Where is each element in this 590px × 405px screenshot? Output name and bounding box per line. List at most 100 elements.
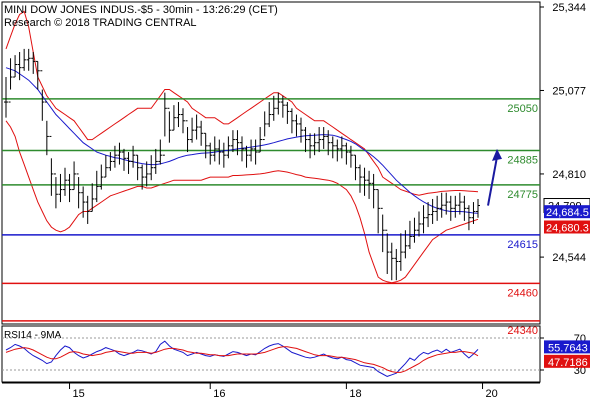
price-bar — [117, 142, 122, 165]
price-axis-label: 25,077 — [552, 85, 586, 97]
price-bar — [212, 136, 217, 162]
price-bar — [321, 127, 326, 149]
price-bar — [185, 120, 190, 153]
price-bar — [362, 167, 367, 196]
projection-arrow-head — [492, 148, 502, 161]
price-axis-label: 24,810 — [552, 169, 586, 181]
price-bar — [76, 173, 81, 209]
bollinger-bands — [5, 10, 479, 284]
price-bar — [385, 229, 390, 274]
time-axis-label: 15 — [73, 388, 85, 400]
price-bar — [135, 154, 140, 181]
price-bar — [294, 114, 299, 137]
price-bar — [271, 95, 276, 121]
price-bar — [40, 70, 45, 121]
price-bar — [99, 164, 104, 190]
level-label-24460: 24460 — [507, 287, 538, 299]
price-bar — [44, 101, 49, 156]
price-bar — [367, 170, 372, 199]
price-bar — [90, 183, 95, 212]
price-bar — [72, 161, 77, 191]
price-bar — [31, 52, 36, 74]
price-bars — [4, 48, 480, 281]
indicator-value-label: 24,680.3 — [546, 222, 589, 234]
support-resistance-levels: 25050 24885 24775 24615 24460 24340 — [2, 98, 540, 337]
rsi-panel-frame — [1, 325, 541, 383]
price-bar — [326, 130, 331, 156]
price-bar — [317, 127, 322, 153]
price-bar — [217, 139, 222, 165]
price-bar — [462, 195, 467, 221]
rsi-value-box — [544, 340, 590, 354]
price-bar — [448, 195, 453, 221]
price-bar — [140, 164, 145, 190]
price-bar — [303, 127, 308, 153]
price-bar — [417, 211, 421, 237]
price-bar — [199, 120, 204, 146]
price-bar — [403, 230, 408, 259]
price-bar — [258, 127, 263, 153]
price-bar — [53, 173, 58, 209]
price-bar — [4, 77, 8, 118]
price-bar — [421, 205, 426, 234]
price-bar — [122, 148, 126, 171]
price-bar — [289, 108, 294, 134]
price-bar — [103, 155, 108, 178]
price-bar — [144, 161, 149, 187]
rsi-line — [5, 340, 479, 377]
price-bar — [453, 195, 458, 218]
rsi-value-label: 47.7186 — [548, 357, 588, 369]
price-bar — [335, 139, 340, 162]
bollinger-lower-line — [5, 120, 479, 284]
level-label-24615: 24615 — [507, 239, 538, 251]
price-bar — [376, 189, 381, 234]
price-bar — [426, 202, 431, 228]
price-bar — [149, 155, 154, 181]
price-bar — [398, 233, 403, 271]
price-axis-label: 25,344 — [552, 2, 586, 14]
price-bar — [267, 102, 272, 128]
level-label-24885: 24885 — [507, 154, 538, 166]
price-bar — [444, 192, 449, 215]
price-bar — [85, 195, 90, 224]
price-bar — [235, 130, 240, 156]
price-bar — [457, 192, 462, 215]
time-axis-label: 20 — [486, 388, 498, 400]
price-bar — [221, 142, 226, 168]
price-bar — [63, 167, 67, 196]
bollinger-upper-line — [5, 10, 479, 196]
price-bar — [276, 92, 281, 115]
price-bar — [430, 198, 435, 224]
price-bar — [108, 152, 113, 171]
time-axis-label: 18 — [349, 388, 361, 400]
time-axis: 15 16 18 20 — [69, 383, 498, 400]
price-bar — [240, 136, 244, 162]
main-panel-frame — [1, 1, 541, 325]
rsi-axis-label: 30 — [574, 365, 586, 377]
price-bar — [194, 114, 199, 140]
price-bar — [67, 173, 72, 203]
price-bar — [208, 142, 213, 165]
price-bar — [394, 248, 399, 281]
price-bar — [171, 105, 176, 131]
price-bar — [22, 48, 27, 71]
rsi-ma-line — [5, 346, 479, 373]
price-bar — [181, 108, 185, 134]
price-bar — [226, 136, 231, 159]
price-bar — [8, 58, 13, 103]
price-bar — [58, 173, 63, 203]
projection-arrow — [487, 148, 502, 206]
price-bar — [339, 136, 344, 159]
price-axis-label: 24,544 — [552, 252, 586, 264]
price-bar — [280, 95, 285, 118]
price-bar — [126, 152, 131, 174]
price-bar — [262, 111, 267, 141]
price-bar — [439, 192, 444, 218]
price-bar — [162, 92, 167, 156]
price-bar — [81, 186, 86, 218]
indicator-value-box — [544, 220, 590, 234]
price-bar — [344, 142, 349, 165]
price-bar — [312, 133, 317, 156]
price-bar — [435, 195, 440, 221]
